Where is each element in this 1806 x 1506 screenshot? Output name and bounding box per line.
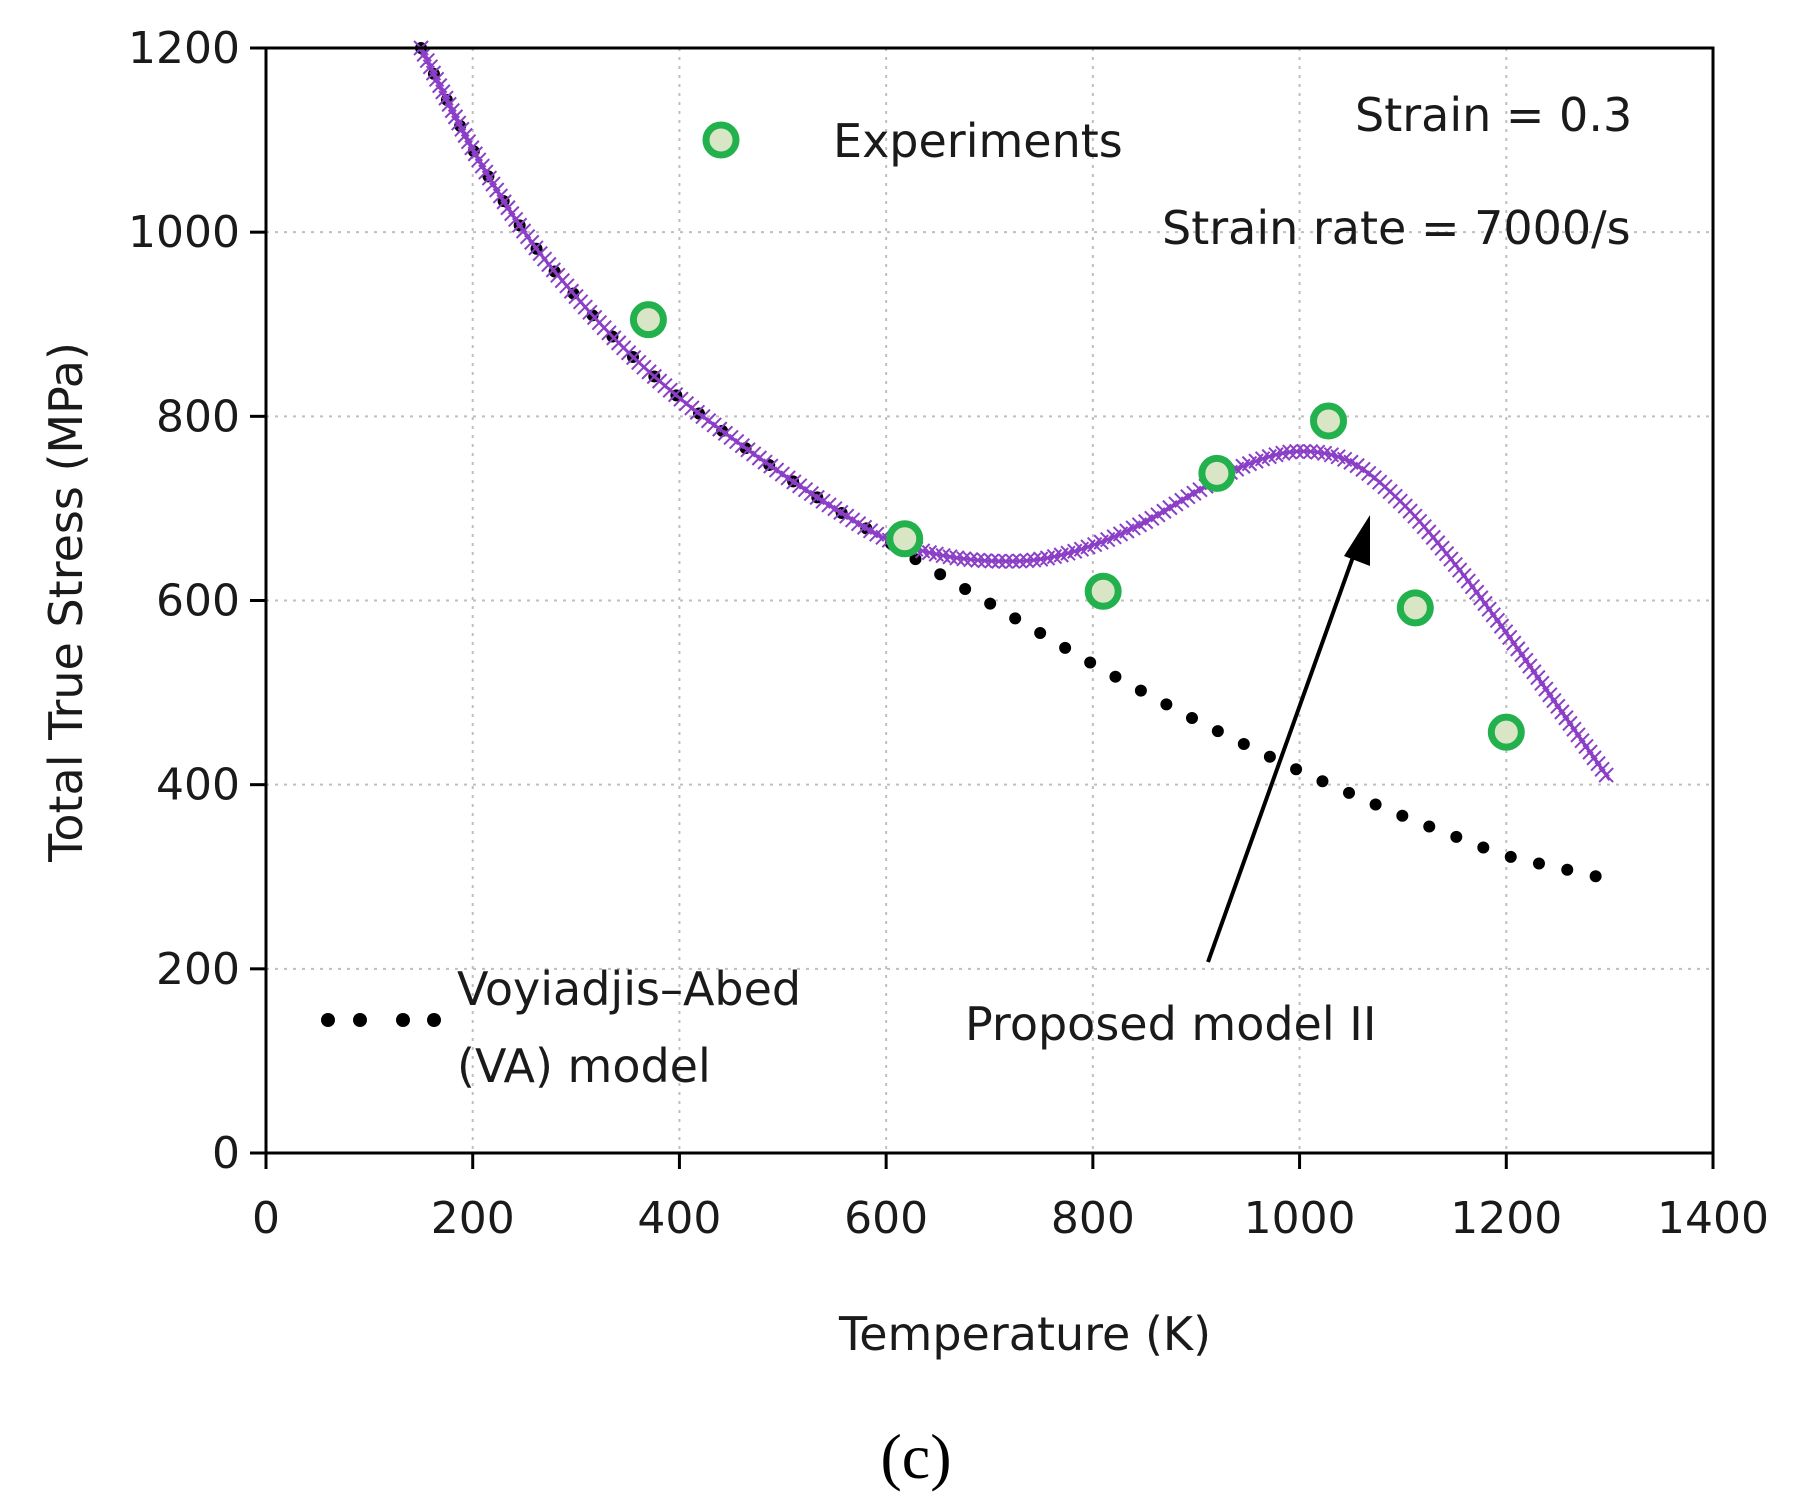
experiment-point xyxy=(629,301,667,339)
experiment-point xyxy=(1198,454,1236,492)
va-model-label-line1: Voyiadjis–Abed xyxy=(457,962,801,1016)
x-tick-label: 200 xyxy=(431,1193,515,1244)
y-tick-label: 800 xyxy=(156,391,240,442)
x-tick-label: 1400 xyxy=(1657,1193,1769,1244)
proposed-model-annotation: Proposed model II xyxy=(965,515,1376,1051)
va-legend-dot xyxy=(427,1013,441,1027)
x-tick-label: 600 xyxy=(844,1193,928,1244)
panel-label: (c) xyxy=(880,1421,951,1492)
va-legend-dot xyxy=(396,1013,410,1027)
experiment-point xyxy=(1084,572,1122,610)
va-model-line xyxy=(415,42,1616,886)
va-model-label-line2: (VA) model xyxy=(457,1039,711,1093)
y-tick-label: 1000 xyxy=(128,207,240,258)
experiments-series xyxy=(629,301,1525,751)
x-tick-label: 400 xyxy=(637,1193,721,1244)
proposed-model-label: Proposed model II xyxy=(965,997,1376,1051)
va-legend-dots xyxy=(321,1013,441,1027)
x-tick-label: 0 xyxy=(252,1193,280,1244)
experiment-point xyxy=(886,520,924,558)
legend-experiments-label: Experiments xyxy=(833,114,1123,168)
experiment-point xyxy=(1487,713,1525,751)
legend: Experiments xyxy=(702,114,1123,168)
x-tick-label: 1200 xyxy=(1450,1193,1562,1244)
va-legend-dot xyxy=(321,1013,335,1027)
strain-rate-annotation: Strain rate = 7000/s xyxy=(1162,201,1631,255)
x-tick-label: 1000 xyxy=(1244,1193,1356,1244)
x-axis-title: Temperature (K) xyxy=(838,1307,1211,1361)
experiment-point xyxy=(1310,402,1348,440)
experiment-point xyxy=(1396,589,1434,627)
y-tick-label: 1200 xyxy=(128,23,240,74)
y-tick-label: 400 xyxy=(156,760,240,811)
axes xyxy=(250,46,1715,1169)
y-tick-label: 600 xyxy=(156,576,240,627)
legend-experiments-marker xyxy=(702,121,740,159)
y-tick-label: 200 xyxy=(156,944,240,995)
tick-labels: 0 200 400 600 800 1000 1200 1400 0 200 400 600 800 10… xyxy=(128,23,1769,1244)
va-model-series xyxy=(415,42,1616,886)
y-axis-title: Total True Stress (MPa) xyxy=(39,342,93,863)
grid xyxy=(266,48,1713,1153)
va-legend-dot xyxy=(353,1013,367,1027)
va-model-label: Voyiadjis–Abed (VA) model xyxy=(321,962,801,1093)
proposed-model-arrowhead xyxy=(1344,515,1370,566)
x-tick-label: 800 xyxy=(1051,1193,1135,1244)
y-tick-label: 0 xyxy=(212,1128,240,1179)
proposed-model-arrow xyxy=(1206,542,1360,963)
strain-annotation: Strain = 0.3 xyxy=(1355,88,1632,142)
